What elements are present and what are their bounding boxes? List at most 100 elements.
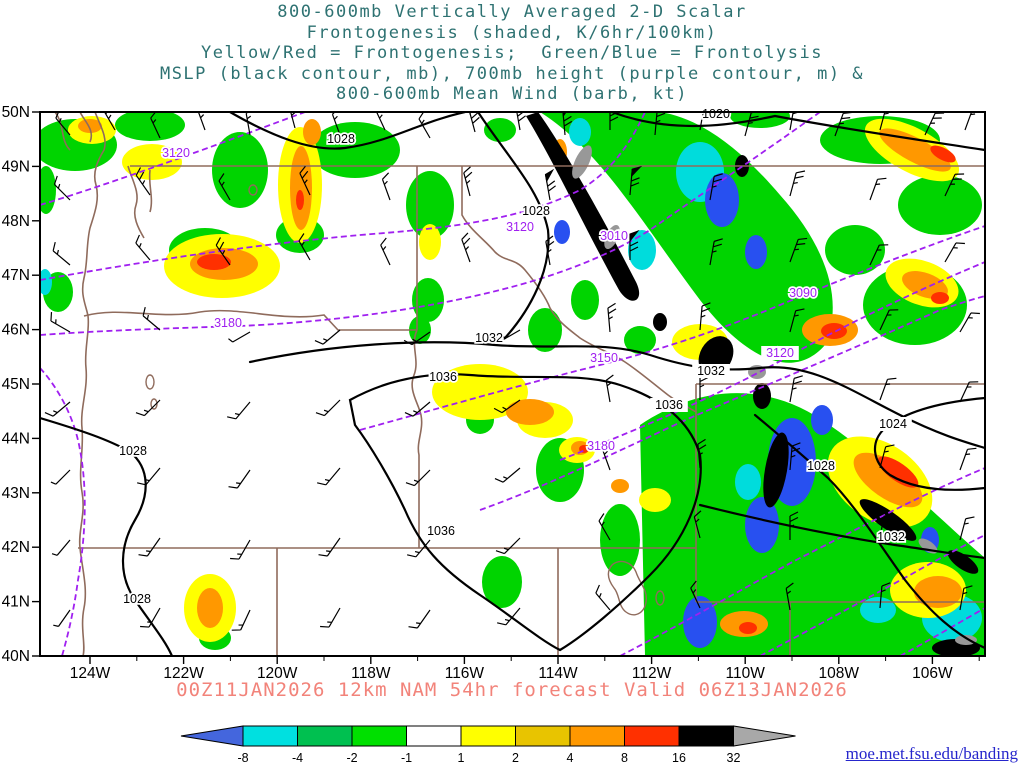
mslp-contour-label: 1024 [879,417,907,431]
wind-barb [789,168,806,199]
mslp-contour-label: 1028 [807,459,835,473]
mslp-contour-label: 1032 [697,364,725,378]
map-shape [879,128,951,172]
title-line-3: Yellow/Red = Frontogenesis; Green/Blue =… [201,43,823,63]
map-shape [610,112,985,152]
map-shape [506,399,554,425]
colorbar-tick-label: 32 [727,751,741,765]
map-shape [526,112,980,656]
lon-label: 114W [538,665,578,682]
wind-barb [789,112,803,132]
map-shape [476,112,550,340]
wind-barb [606,302,619,333]
mslp-contour-label: 1036 [429,370,457,384]
lat-label: 42N [2,539,30,556]
wind-barb [959,444,978,474]
height-contour-label: 3090 [789,286,817,300]
wind-barb [380,172,399,201]
wind-barb [51,536,71,558]
wind-barb [194,112,214,131]
wind-barb [378,237,398,266]
map-shape [432,364,528,420]
map-shape [479,295,985,511]
chart-title: 800-600mb Vertically Averaged 2-D Scalar… [0,2,1024,105]
wind-barb [495,531,521,557]
map-shape [40,269,52,295]
map-shape [348,373,702,652]
map-shape [745,235,767,269]
wind-barb [132,234,157,261]
map-shape [40,112,306,206]
wind-barb [137,532,161,560]
height-contour-label: 3150 [590,351,618,365]
map-shape [150,398,158,410]
wind-barb [227,464,251,492]
mslp-contour-label: 1036 [655,398,683,412]
lon-label: 120W [257,665,298,682]
map-shape [482,556,522,608]
map-shape [540,112,833,363]
colorbar-tick-label: -2 [346,751,357,765]
map-shape [40,112,646,281]
map-shape [528,308,562,352]
lat-label: 45N [2,376,30,393]
mslp-contour-label: 1028 [119,444,147,458]
lon-label: 122W [163,665,204,682]
map-shape [859,499,917,541]
map-shape [310,122,400,178]
map-shape [930,145,956,163]
colorbar-segment [624,725,680,747]
map-shape [763,432,789,508]
colorbar-segment [406,725,462,747]
wind-barb [404,395,431,420]
map-shape [359,225,985,431]
map-shape [955,635,977,645]
forecast-caption: 00Z11JAN2026 12km NAM 54hr forecast Vali… [176,679,848,701]
mslp-contour-label: 1020 [702,107,730,121]
mslp-contour-label: 1032 [877,530,905,544]
map-shape [197,145,956,634]
map-shape [874,396,985,491]
wind-barb [459,232,479,263]
map-shape [40,367,86,656]
map-shape [624,326,656,354]
map-shape [212,132,268,208]
map-shape [653,313,667,331]
wind-barb [604,374,619,403]
map-shape [406,171,454,239]
map-shape [79,112,93,143]
map-shape [745,497,779,553]
wind-barb [316,462,341,489]
wind-barb [139,306,166,331]
map-shape [78,119,102,133]
colorbar-tick-label: 8 [621,751,628,765]
mslp-contours [40,112,985,656]
map-shape [735,464,761,500]
map-shape [122,144,182,180]
contour-labels: 1028 1020 1028 1032 1036 1032 1036 1024 1028 1028… [117,105,912,608]
wind-barb [44,395,71,420]
lat-label: 47N [2,267,30,284]
map-shape [759,534,985,656]
colorbar-segment [460,725,516,747]
website-link[interactable]: moe.met.fsu.edu/banding [845,744,1018,763]
map-shape [753,383,771,409]
map-shape [753,413,985,650]
colorbar-tick-label: 4 [567,751,574,765]
map-shape [248,184,258,196]
map-shape [600,504,640,576]
height-contours [40,112,985,656]
colorbar-tick-label: -8 [237,751,248,765]
colorbar-segment [242,725,298,747]
map-shape [296,190,304,210]
map-shape [931,292,949,304]
wind-barb [879,374,898,404]
map-shape [639,488,671,512]
map-shape [419,224,441,260]
map-shape [877,456,919,488]
wind-barb [494,461,521,486]
height-contour-label: 3180 [587,439,615,453]
wind-barb [50,465,71,487]
lon-label: 116W [445,665,485,682]
